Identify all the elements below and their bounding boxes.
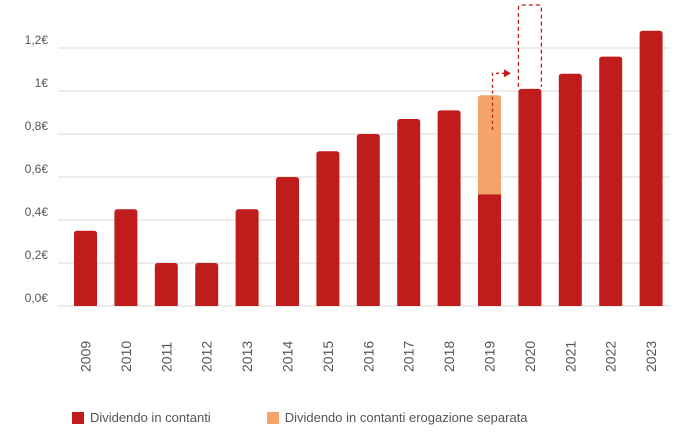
legend-label-cash-dividend: Dividendo in contanti (90, 410, 211, 425)
y-tick-label-0: 0,0€ (25, 291, 49, 305)
bar-2023-series-0 (639, 30, 663, 307)
x-tick-label-2011: 2011 (158, 342, 174, 372)
legend-item-cash-dividend: Dividendo in contanti (72, 410, 211, 425)
bar-2017-series-0 (397, 118, 421, 306)
x-tick-label-2010: 2010 (118, 341, 134, 372)
bar-2015-series-0 (316, 151, 340, 306)
annotation-dashed-arrow-line (491, 72, 505, 130)
x-tick-label-2023: 2023 (643, 341, 659, 372)
x-tick-label-2013: 2013 (239, 341, 255, 372)
bar-2011-series-0 (154, 263, 178, 306)
y-tick-label-5: 1€ (35, 76, 49, 90)
y-axis: 0,0€ 0,2€ 0,4€ 0,6€ 0,8€ 1€ 1,2€ (25, 33, 49, 305)
bars (74, 30, 663, 307)
x-axis: 2009 2010 2011 2012 2013 2014 2015 2016 2017 2018… (78, 341, 660, 372)
x-tick-label-2012: 2012 (199, 341, 215, 372)
bar-2014-series-0 (276, 177, 299, 306)
annotation-arrowhead (503, 69, 511, 78)
bar-2021-series-0 (558, 73, 582, 306)
legend-label-separate-payout: Dividendo in contanti erogazione separat… (284, 410, 528, 425)
x-tick-label-2019: 2019 (482, 341, 498, 372)
y-tick-label-6: 1,2€ (25, 33, 49, 47)
legend-swatch-cash-dividend (72, 411, 84, 424)
bar-2020-series-0 (518, 88, 542, 306)
bar-2019-series-1 (478, 95, 501, 195)
x-tick-label-2017: 2017 (401, 341, 417, 372)
bar-2019-series-0 (478, 194, 501, 306)
y-tick-label-2: 0,4€ (25, 205, 49, 219)
x-tick-label-2022: 2022 (603, 341, 619, 372)
legend-item-separate-payout: Dividendo in contanti erogazione separat… (266, 410, 528, 425)
annotation-arrows (491, 4, 543, 130)
legend: Dividendo in contanti Dividendo in conta… (72, 410, 528, 425)
bar-2013-series-0 (235, 209, 259, 306)
x-tick-label-2020: 2020 (522, 341, 538, 372)
bar-2016-series-0 (356, 134, 380, 306)
x-tick-label-2021: 2021 (562, 341, 578, 372)
y-tick-label-1: 0,2€ (25, 248, 49, 262)
legend-swatch-separate-payout (266, 411, 279, 424)
bar-2010-series-0 (114, 209, 138, 306)
x-tick-label-2016: 2016 (360, 341, 376, 372)
x-tick-label-2018: 2018 (441, 341, 457, 372)
bar-2012-series-0 (195, 263, 219, 306)
x-tick-label-2009: 2009 (78, 341, 94, 372)
bar-2009-series-0 (74, 230, 97, 306)
annotation-dashed-outline (517, 4, 543, 87)
x-tick-label-2015: 2015 (320, 341, 336, 372)
bar-2018-series-0 (437, 110, 461, 306)
bar-2022-series-0 (599, 56, 623, 306)
x-tick-label-2014: 2014 (280, 341, 296, 372)
y-tick-label-3: 0,6€ (25, 162, 49, 176)
y-tick-label-4: 0,8€ (25, 119, 49, 133)
